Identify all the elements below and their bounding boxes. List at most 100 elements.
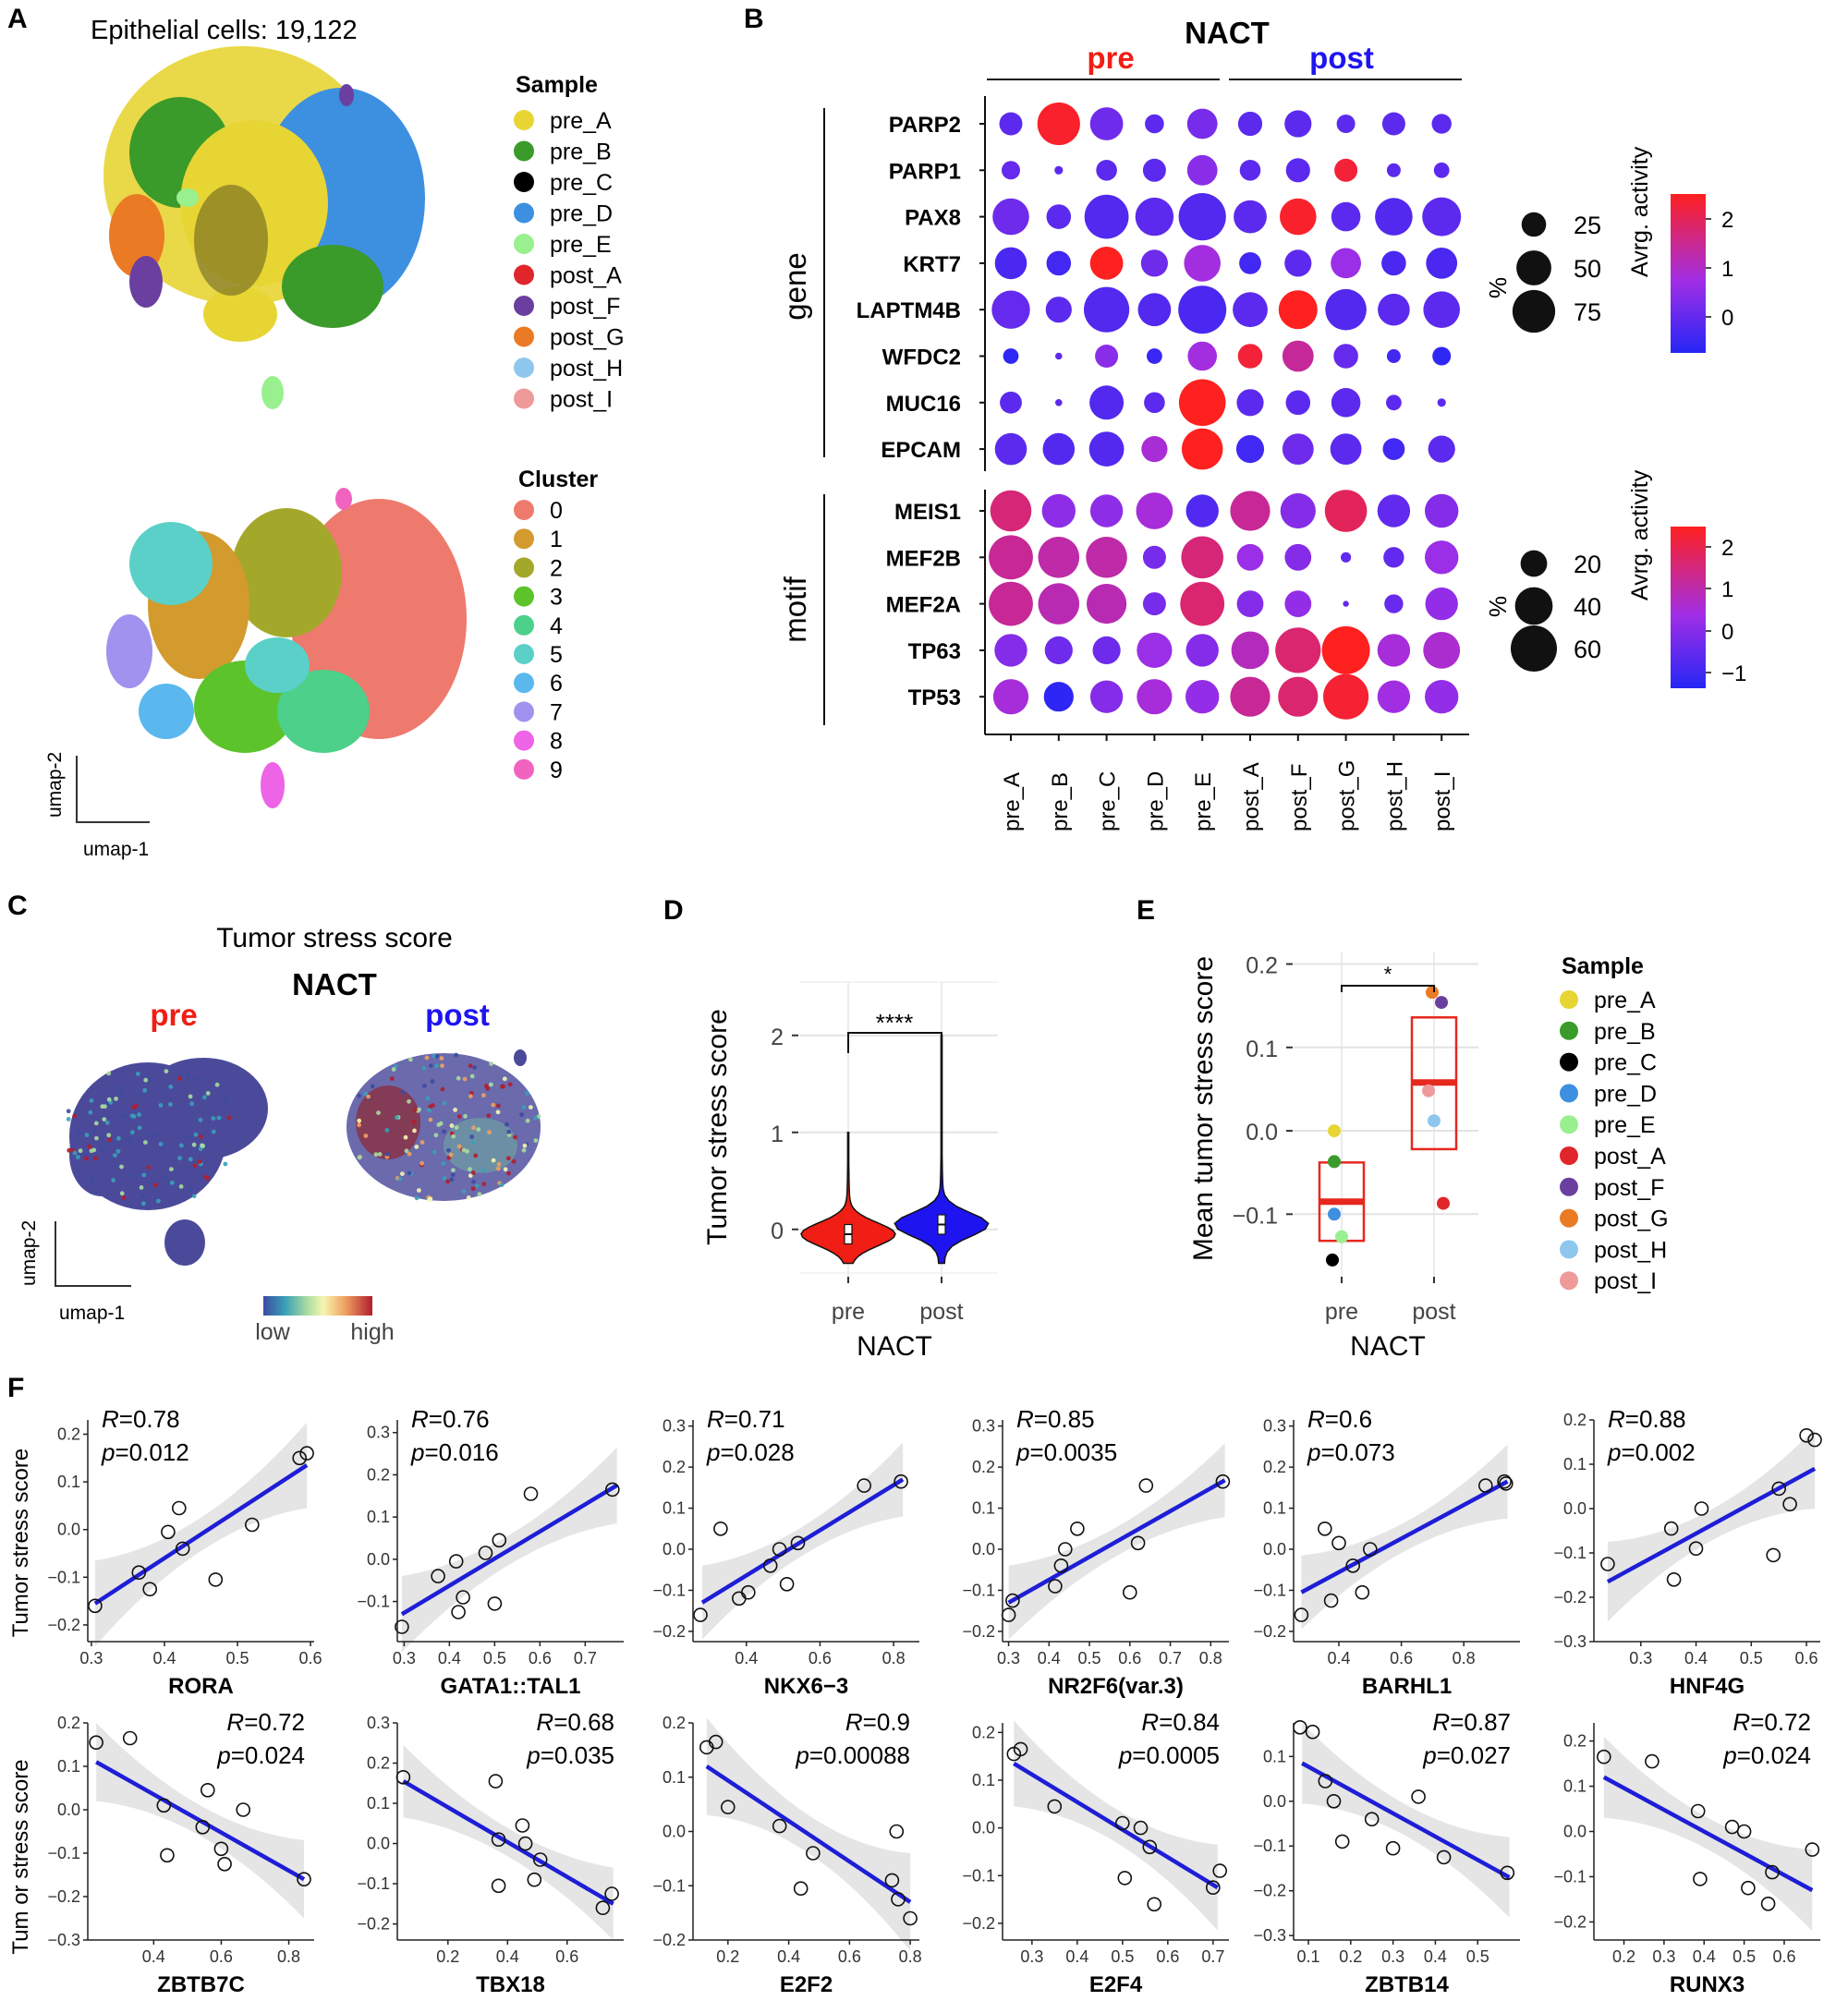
scatter-point (515, 1818, 530, 1833)
annotation-r: R=0.6 (1307, 1405, 1372, 1433)
motif-dot (1384, 594, 1404, 613)
gene-dot (1325, 288, 1367, 331)
gene-dot (1237, 344, 1263, 369)
scatter-y-tick-label: 0.2 (972, 1458, 995, 1476)
violins (800, 1035, 990, 1265)
scatter-x-tick-label: 0.4 (1693, 1947, 1716, 1966)
scatter-point (492, 1533, 507, 1548)
sample-legend: Sample pre_A pre_B pre_C pre_D pre_E post_Apo… (514, 72, 625, 413)
scatter-y-tick-label: 0.0 (1263, 1792, 1286, 1811)
scatter-x-tick-label: 0.4 (1038, 1649, 1061, 1667)
scatter-NR2F6(var.3): 0.3 0.4 0.5 0.6 0.7 0.8 −0.2 −0.1 0.0 0.1 0.2 0.3 NR… (962, 1405, 1231, 1699)
scatter-point (1147, 1897, 1161, 1912)
gene-dot (1142, 158, 1166, 182)
scatter-point (491, 1878, 506, 1894)
scatter-x-tick-label: 0.5 (1732, 1947, 1756, 1966)
umap-post-stress (346, 1049, 541, 1201)
scatter-point (713, 1522, 728, 1536)
umap-pre-label: pre (150, 998, 197, 1032)
scatter-point (762, 1558, 778, 1573)
motif-dot (1284, 590, 1312, 617)
box-y-grid (1294, 963, 1478, 1216)
violin-y-ticks: 0 1 2 (771, 1025, 798, 1244)
cluster-legend-swatch (514, 644, 534, 664)
motif-size-legend-title: % (1484, 596, 1512, 617)
motif-dot (1043, 682, 1074, 712)
motif-dot (1377, 494, 1411, 528)
scatter-xlabel: ZBTB7C (157, 1972, 245, 1997)
regression-line (1602, 1775, 1814, 1893)
sample-legend-label: pre_C (550, 170, 613, 196)
scatter-y-tick-label: 0.0 (57, 1801, 80, 1819)
gene-dot (1055, 399, 1063, 406)
scatter-point (1736, 1824, 1752, 1839)
scatter-y-tick-label: −0.1 (47, 1568, 80, 1586)
scatter-x-tick-label: 0.2 (716, 1947, 739, 1966)
scatter-xlabel: NR2F6(var.3) (1048, 1674, 1184, 1699)
scatter-point (292, 1450, 308, 1466)
scatter-point (1693, 1872, 1708, 1886)
motif-dot (992, 679, 1029, 715)
gene-dot (1422, 197, 1462, 236)
gene-dot (1145, 114, 1164, 134)
scatter-x-tick-label: 0.5 (226, 1649, 249, 1667)
gene-dot (1382, 438, 1405, 460)
scatter-x-tick-label: 0.5 (1111, 1947, 1134, 1966)
scatter-x-tick-label: 0.8 (899, 1947, 922, 1966)
motif-dot (1092, 636, 1121, 665)
gene-dot (1386, 349, 1401, 363)
box-points (1326, 986, 1450, 1267)
scatter-point (172, 1500, 187, 1516)
sample-legend-swatch (514, 110, 534, 130)
scatter-x-tick-label: 0.7 (1159, 1649, 1182, 1667)
motif-dot (1230, 676, 1270, 717)
gene-dot (991, 290, 1030, 329)
scatter-y-tick-label: −0.1 (1553, 1867, 1587, 1886)
box-legend-label: post_F (1594, 1175, 1664, 1201)
gene-dot (1375, 198, 1413, 236)
gene-dot (1239, 160, 1261, 181)
violin-y-tick-label: 1 (771, 1122, 784, 1147)
scatter-point (1645, 1753, 1660, 1769)
color-legend-label: 0 (1721, 306, 1733, 331)
scatter-y-tick-label: −0.1 (1253, 1837, 1286, 1855)
scatter-ZBTB7C: 0.4 0.6 0.8 −0.3 −0.2 −0.1 0.0 0.1 0.2 ZBTB7C R=0.… (47, 1708, 314, 1997)
cluster-legend-title: Cluster (518, 467, 598, 492)
sample-legend-title: Sample (516, 72, 598, 98)
gene-row-label: LAPTM4B (857, 298, 961, 323)
scatter-x-tick-label: 0.8 (1199, 1649, 1222, 1667)
gene-dot (1237, 111, 1263, 137)
scatter-x-tick-label: 0.6 (529, 1649, 552, 1667)
gene-dot (1381, 112, 1405, 136)
regression-line (1301, 1761, 1511, 1880)
motif-dot (1425, 680, 1459, 714)
scatter-y-tick-label: −0.2 (1553, 1912, 1587, 1931)
scatter-y-tick-label: 0.2 (663, 1714, 686, 1732)
scatter-point (175, 1541, 190, 1557)
motif-dot (1280, 492, 1316, 529)
motif-dot (1185, 634, 1219, 667)
scatter-point (1133, 1820, 1149, 1836)
gene-dot (1140, 249, 1168, 277)
scatter-x-tick-label: 0.4 (142, 1947, 165, 1966)
scatter-y-tick-label: 0.0 (1563, 1823, 1587, 1841)
scatter-point (1206, 1880, 1221, 1895)
motif-dot (1324, 490, 1368, 532)
gene-dot (1423, 291, 1460, 329)
box-y-tick-label: −0.1 (1233, 1203, 1278, 1229)
gene-dot (1285, 390, 1311, 416)
motif-dot (1278, 676, 1319, 717)
scatter-x-tick-label: 0.6 (838, 1947, 861, 1966)
sample-legend-swatch (514, 234, 534, 254)
scatter-x-tick-label: 0.4 (496, 1947, 519, 1966)
box-point (1426, 986, 1439, 1000)
dotplot-x-label: post_F (1287, 764, 1312, 831)
dotplot-x-label: pre_B (1048, 772, 1073, 831)
scatter-ZBTB14: 0.1 0.2 0.3 0.4 0.5 −0.3 −0.2 −0.1 0.0 0.1 ZBTB14 R… (1253, 1708, 1520, 1997)
scatter-point (1600, 1557, 1615, 1571)
regression-line (1300, 1479, 1509, 1595)
scatter-point (1318, 1774, 1333, 1789)
cluster-legend-label: 3 (550, 585, 563, 611)
motif-dot (1185, 680, 1220, 714)
scatter-point (793, 1881, 808, 1896)
